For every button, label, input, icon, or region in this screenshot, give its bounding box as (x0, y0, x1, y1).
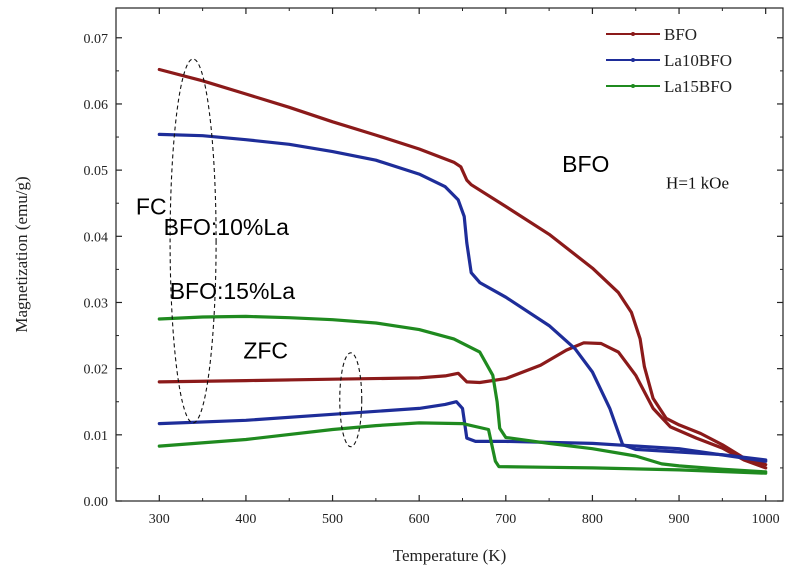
annotation-label: BFO:15%La (170, 278, 295, 304)
series-line-la15bfo-zfc (157, 421, 768, 475)
annotation-label: BFO (562, 151, 609, 177)
axis-ticks: 300 400 500 600 700 800 900 1000 0.00 0.01 0.02 0.0… (84, 8, 783, 527)
x-tick-label: 400 (235, 512, 256, 527)
legend-marker (631, 84, 635, 88)
x-tick-label: 900 (669, 512, 690, 527)
series-line-bfo-fc (157, 67, 768, 467)
y-tick-label: 0.04 (84, 230, 109, 245)
x-tick-label: 1000 (752, 512, 780, 527)
legend-label: La10BFO (664, 51, 732, 70)
series-line-la10bfo-zfc (157, 400, 768, 463)
x-tick-label: 600 (409, 512, 430, 527)
annotation-label: H=1 kOe (666, 174, 729, 193)
fc-ellipse (169, 58, 217, 424)
y-tick-label: 0.03 (84, 296, 109, 311)
annotation-layer: BFO BFO:10%La BFO:15%La FC ZFC H=1 kOe (136, 58, 729, 448)
annotation-label: BFO:10%La (164, 214, 289, 240)
y-tick-label: 0.06 (84, 98, 109, 113)
y-axis-title: Magnetization (emu/g) (12, 176, 31, 332)
y-tick-label: 0.05 (84, 164, 109, 179)
x-tick-label: 700 (495, 512, 516, 527)
x-tick-label: 800 (582, 512, 603, 527)
x-axis-title: Temperature (K) (393, 546, 507, 565)
x-tick-label: 300 (149, 512, 170, 527)
legend-label: La15BFO (664, 77, 732, 96)
annotation-label: FC (136, 193, 167, 219)
plot-frame (115, 7, 784, 502)
series-layer (157, 67, 768, 475)
y-tick-label: 0.07 (84, 32, 109, 47)
y-tick-label: 0.02 (84, 363, 109, 378)
annotation-label: ZFC (243, 338, 288, 364)
y-tick-label: 0.00 (84, 495, 109, 510)
series-line-bfo-zfc (157, 341, 768, 470)
legend-marker (631, 58, 635, 62)
legend-marker (631, 32, 635, 36)
legend-label: BFO (664, 25, 697, 44)
x-tick-label: 500 (322, 512, 343, 527)
series-line-la15bfo-fc (157, 314, 768, 474)
y-tick-label: 0.01 (84, 429, 109, 444)
zfc-ellipse (339, 352, 363, 448)
legend: BFO La10BFO La15BFO (606, 25, 732, 96)
